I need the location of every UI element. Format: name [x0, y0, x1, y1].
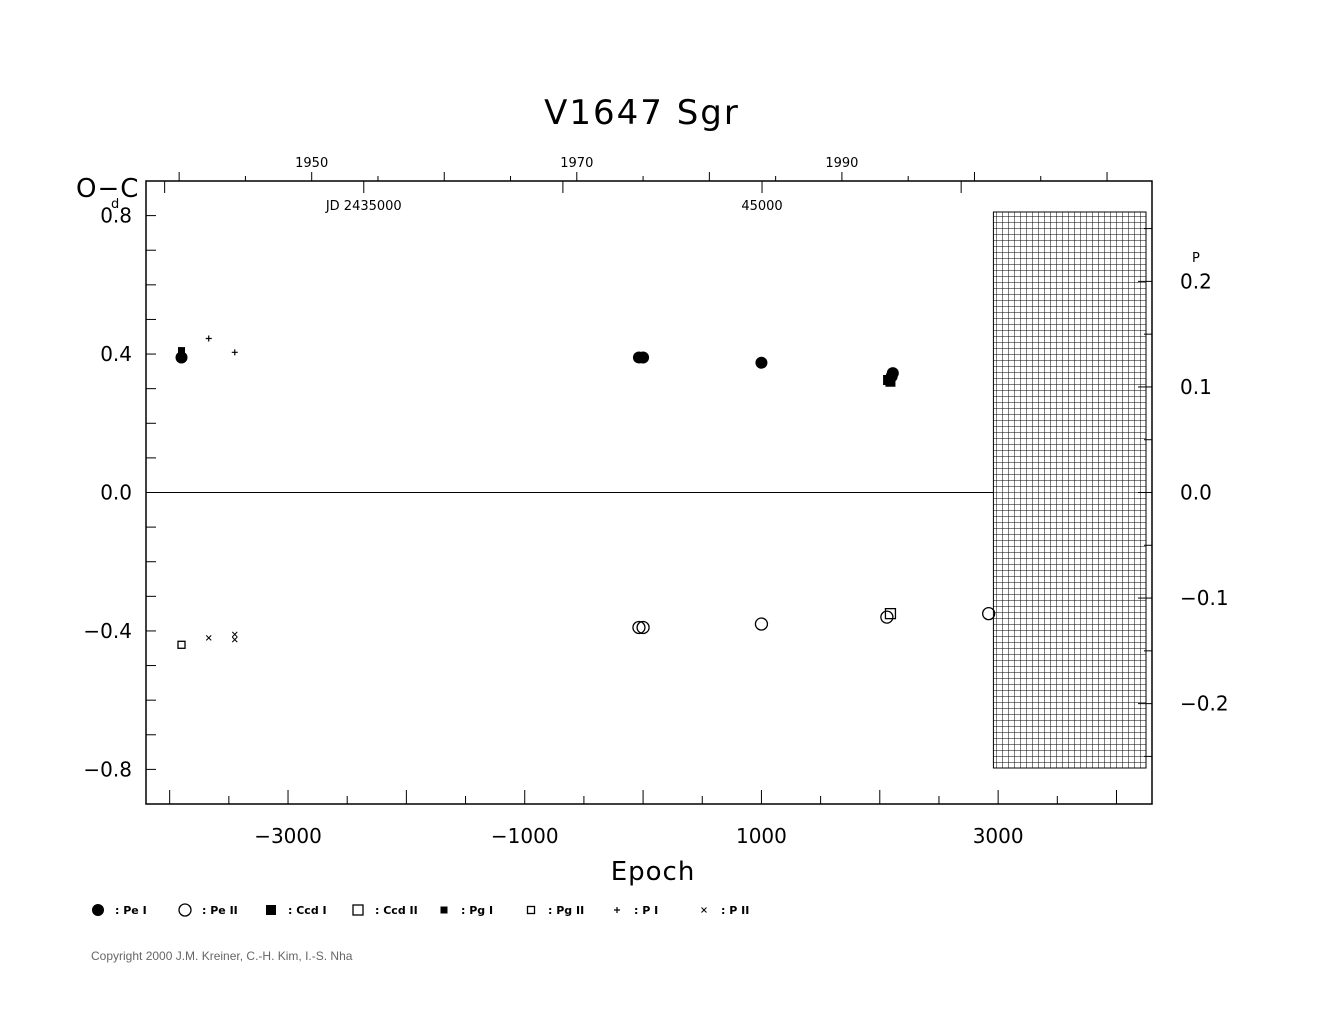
legend-item: : Pe II — [178, 903, 238, 917]
point-pe-ii — [880, 610, 894, 624]
legend-marker — [526, 905, 536, 915]
point-pe-ii — [982, 606, 996, 621]
legend-label: : P II — [721, 904, 749, 917]
point-ccd-ii — [884, 607, 897, 620]
point-pg-ii — [177, 640, 186, 649]
y-right-tick-label: −0.2 — [1180, 692, 1229, 716]
legend-item: : Pe I — [92, 904, 147, 917]
legend-marker — [701, 907, 707, 913]
legend-item: : Ccd II — [352, 904, 418, 917]
legend-marker — [440, 906, 448, 914]
y-axis-title: O−C — [76, 174, 139, 204]
x-tick-label: −1000 — [491, 824, 559, 848]
point-ccd-i — [885, 376, 896, 387]
legend-item: : P II — [701, 904, 749, 917]
y-right-tick-label: 0.0 — [1180, 481, 1212, 505]
legend-marker — [352, 904, 364, 916]
y-left-tick-label: 0.4 — [100, 342, 132, 366]
y-right-tick-label: 0.2 — [1180, 269, 1212, 293]
point-p-i — [205, 335, 212, 342]
legend-item: : P I — [614, 904, 658, 917]
point-p-ii — [205, 635, 212, 641]
y-right-tick-label: −0.1 — [1180, 586, 1229, 610]
top-year-label: 1970 — [560, 156, 593, 171]
legend-label: : Pg II — [548, 904, 584, 917]
top-jd-label: JD 2435000 — [325, 199, 402, 214]
y-left-tick-label: −0.8 — [83, 757, 132, 781]
legend-marker — [178, 903, 192, 917]
copyright-note: Copyright 2000 J.M. Kreiner, C.-H. Kim, … — [91, 949, 353, 963]
legend-label: : Pg I — [461, 904, 493, 917]
hatched-region — [992, 211, 1147, 769]
legend-marker — [266, 905, 276, 915]
point-pe-ii — [754, 617, 769, 631]
legend-label: : Ccd II — [375, 904, 418, 917]
y-left-tick-label: −0.4 — [83, 619, 132, 643]
legend-item: : Pg II — [526, 904, 584, 917]
legend-label: : P I — [634, 904, 658, 917]
top-year-label: 1990 — [825, 156, 858, 171]
y-left-tick-label: 0.8 — [100, 204, 132, 228]
legend-label: : Ccd I — [288, 904, 327, 917]
top-year-label: 1950 — [295, 156, 328, 171]
y-right-unit: P — [1192, 251, 1200, 266]
legend-item: : Pg I — [440, 904, 493, 917]
legend-label: : Pe II — [202, 904, 238, 917]
legend-item: : Ccd I — [266, 904, 327, 917]
chart-title: V1647 Sgr — [544, 93, 740, 133]
x-tick-label: 3000 — [973, 824, 1024, 848]
x-axis-title: Epoch — [611, 857, 696, 887]
y-left-unit: d — [111, 197, 119, 212]
y-right-tick-label: 0.1 — [1180, 375, 1212, 399]
y-left-tick-label: 0.0 — [100, 481, 132, 505]
point-p-i — [231, 349, 238, 356]
x-tick-label: −3000 — [254, 824, 322, 848]
x-tick-label: 1000 — [736, 824, 787, 848]
point-pe-i — [637, 351, 650, 364]
point-pe-ii — [636, 620, 650, 635]
legend-marker — [92, 904, 104, 916]
top-jd-label: 45000 — [741, 199, 782, 214]
point-p-ii — [231, 636, 238, 643]
point-pe-i — [175, 351, 188, 364]
point-pe-i — [755, 356, 768, 369]
point-pg-i — [178, 347, 186, 355]
legend-label: : Pe I — [115, 904, 147, 917]
legend-marker — [614, 907, 620, 913]
point-pe-ii — [632, 620, 646, 635]
point-p-ii — [231, 631, 238, 638]
